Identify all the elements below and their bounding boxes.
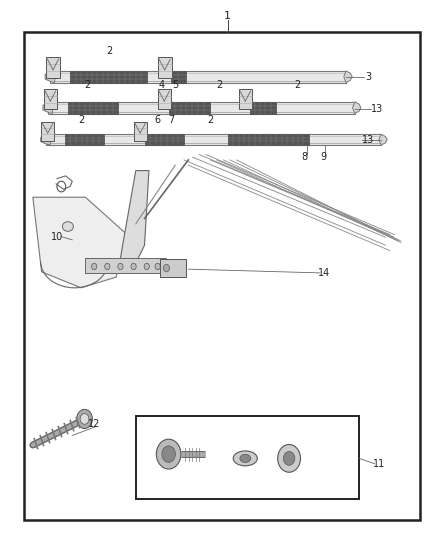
- Polygon shape: [353, 102, 361, 114]
- Text: 2: 2: [106, 46, 113, 55]
- Polygon shape: [41, 134, 50, 145]
- Bar: [41, 122, 54, 141]
- Text: 1: 1: [224, 11, 231, 21]
- Ellipse shape: [233, 451, 258, 466]
- Text: 2: 2: [78, 115, 84, 125]
- Text: 7: 7: [168, 115, 174, 125]
- Bar: [85, 258, 166, 273]
- Text: 2: 2: [216, 80, 222, 90]
- Bar: [70, 71, 147, 83]
- Bar: [239, 89, 252, 109]
- Text: 8: 8: [301, 152, 307, 161]
- Bar: [136, 416, 359, 499]
- Polygon shape: [118, 171, 149, 272]
- Bar: [250, 102, 276, 114]
- Bar: [46, 134, 381, 145]
- Ellipse shape: [62, 222, 73, 231]
- Circle shape: [278, 445, 300, 472]
- Text: 9: 9: [320, 152, 326, 161]
- Bar: [48, 102, 355, 114]
- Text: 3: 3: [365, 72, 371, 82]
- Bar: [171, 71, 186, 83]
- Bar: [160, 259, 186, 277]
- Polygon shape: [43, 102, 53, 114]
- Text: 10: 10: [51, 232, 63, 241]
- Text: 4: 4: [159, 80, 165, 90]
- Text: 5: 5: [172, 80, 178, 90]
- Bar: [44, 89, 57, 109]
- Circle shape: [92, 263, 97, 270]
- Circle shape: [105, 263, 110, 270]
- Text: 6: 6: [155, 115, 161, 125]
- Bar: [65, 134, 104, 145]
- Polygon shape: [33, 197, 127, 288]
- Circle shape: [77, 409, 92, 429]
- Circle shape: [163, 264, 170, 272]
- Polygon shape: [45, 71, 55, 83]
- Text: 14: 14: [318, 268, 330, 278]
- Circle shape: [283, 451, 295, 465]
- Bar: [169, 102, 210, 114]
- Text: 11: 11: [373, 459, 385, 469]
- Bar: [46, 57, 60, 78]
- Circle shape: [155, 263, 160, 270]
- Text: 2: 2: [85, 80, 91, 90]
- Text: 2: 2: [295, 80, 301, 90]
- Circle shape: [156, 439, 181, 469]
- Bar: [68, 102, 118, 114]
- Polygon shape: [379, 134, 387, 145]
- Bar: [134, 122, 147, 141]
- Text: 12: 12: [88, 419, 100, 429]
- Text: 2: 2: [207, 115, 213, 125]
- Text: 13: 13: [371, 104, 383, 114]
- Circle shape: [162, 446, 175, 462]
- Circle shape: [144, 263, 149, 270]
- Text: 13: 13: [362, 135, 374, 145]
- Bar: [158, 57, 172, 78]
- Circle shape: [131, 263, 136, 270]
- Circle shape: [118, 263, 123, 270]
- Polygon shape: [344, 71, 352, 83]
- Bar: [228, 134, 309, 145]
- Bar: [158, 89, 171, 109]
- Bar: [50, 71, 346, 83]
- Bar: [145, 134, 184, 145]
- Ellipse shape: [240, 454, 251, 463]
- Circle shape: [80, 414, 89, 424]
